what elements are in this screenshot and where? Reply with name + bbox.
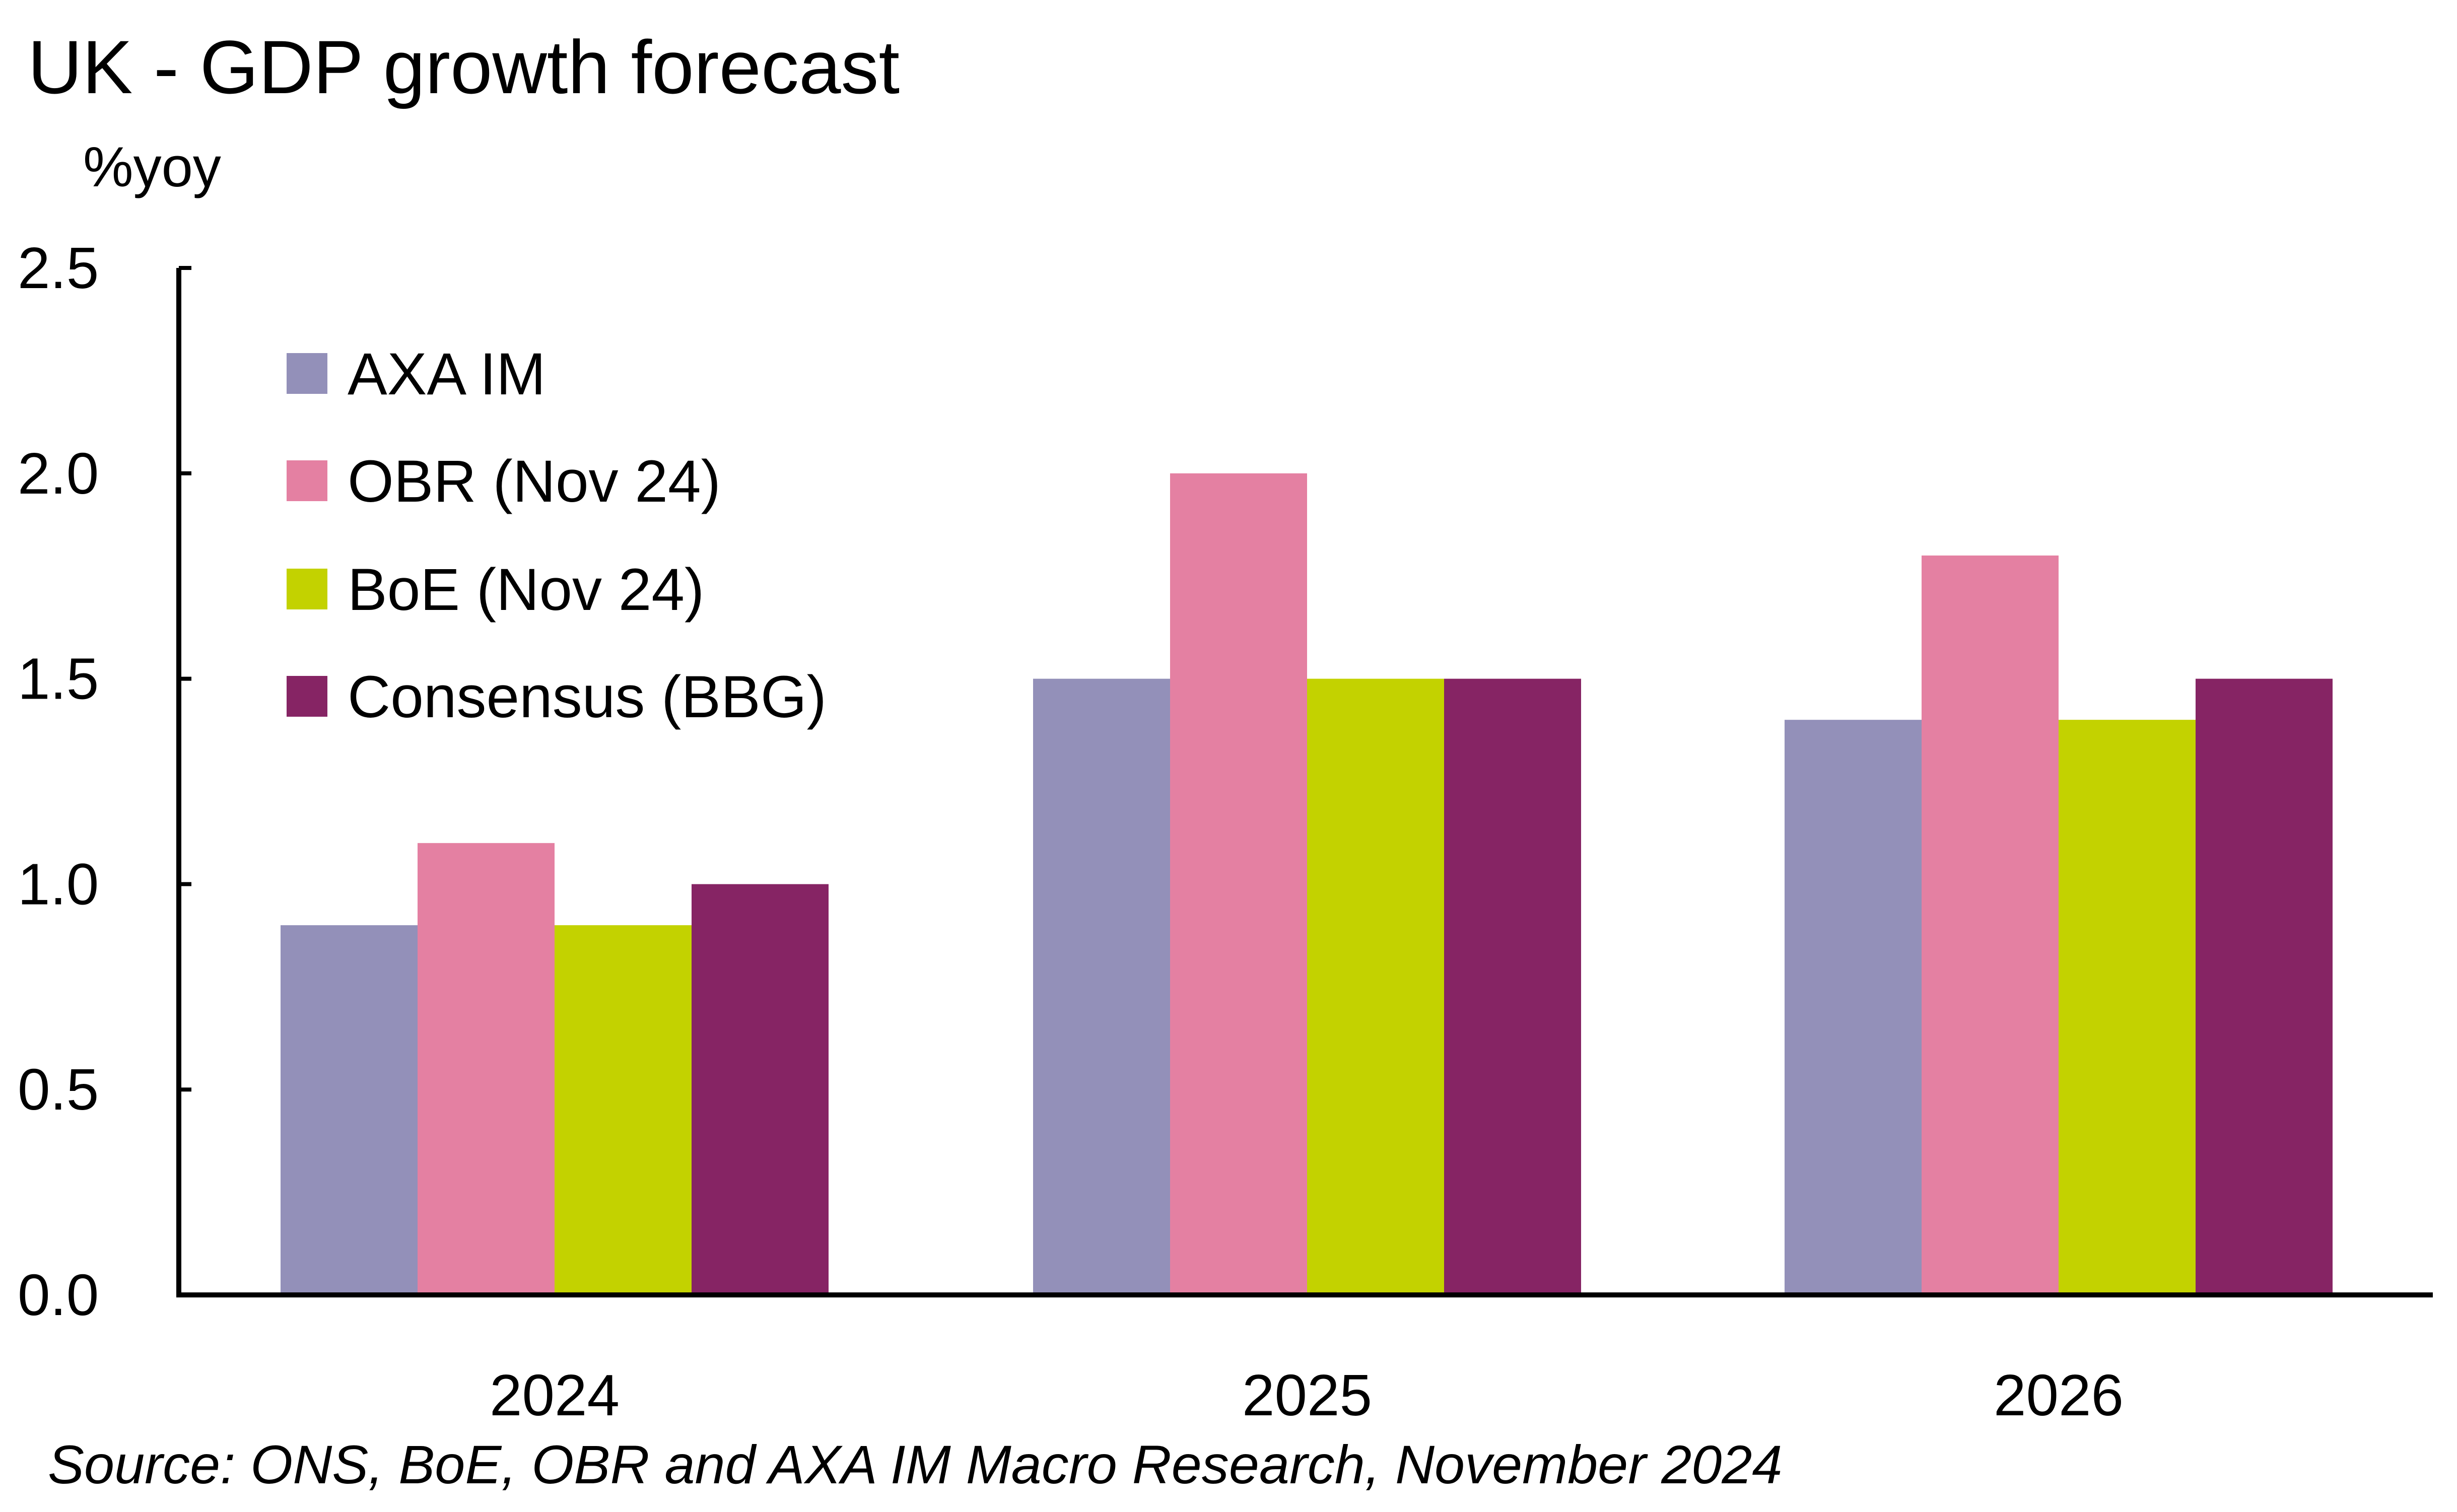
x-tick-label: 2025: [1242, 1362, 1372, 1428]
bar-2026-3: [2196, 678, 2333, 1295]
bar-2026-1: [1922, 555, 2059, 1295]
y-tick-label: 0.0: [18, 1262, 99, 1328]
legend-label: BoE (Nov 24): [348, 557, 704, 623]
legend-label: OBR (Nov 24): [348, 448, 721, 515]
bars: [281, 473, 2333, 1295]
bar-2024-2: [555, 925, 692, 1295]
y-tick-label: 1.0: [18, 851, 99, 917]
bar-2025-2: [1307, 678, 1444, 1295]
bar-2025-3: [1444, 678, 1581, 1295]
bar-2025-0: [1033, 678, 1170, 1295]
y-tick-label: 2.5: [18, 235, 99, 301]
bar-2026-0: [1785, 720, 1922, 1295]
legend-label: Consensus (BBG): [348, 664, 827, 730]
y-tick-label: 0.5: [18, 1057, 99, 1122]
legend-label: AXA IM: [348, 341, 545, 407]
legend-swatch: [287, 460, 327, 501]
axes: 2024 2025 2026 0.0 0.5 1.0 1.5 2.0 2.5: [18, 235, 2433, 1428]
x-tick-label: 2026: [1994, 1362, 2124, 1428]
chart-title: UK - GDP growth forecast: [28, 25, 900, 109]
legend-swatch: [287, 353, 327, 394]
y-tick-label: 1.5: [18, 646, 99, 712]
y-axis-unit: %yoy: [83, 135, 221, 198]
bar-2024-0: [281, 925, 418, 1295]
legend: AXA IM OBR (Nov 24) BoE (Nov 24) Consensus …: [287, 341, 827, 730]
source-note: Source: ONS, BoE, OBR and AXA IM Macro R…: [48, 1434, 1782, 1495]
legend-swatch: [287, 676, 327, 717]
bar-2024-3: [692, 884, 829, 1295]
legend-swatch: [287, 569, 327, 609]
y-tick-label: 2.0: [18, 441, 99, 506]
bar-2026-2: [2059, 720, 2196, 1295]
bar-2024-1: [418, 843, 555, 1295]
bar-2025-1: [1170, 473, 1307, 1295]
x-tick-label: 2024: [490, 1362, 620, 1428]
